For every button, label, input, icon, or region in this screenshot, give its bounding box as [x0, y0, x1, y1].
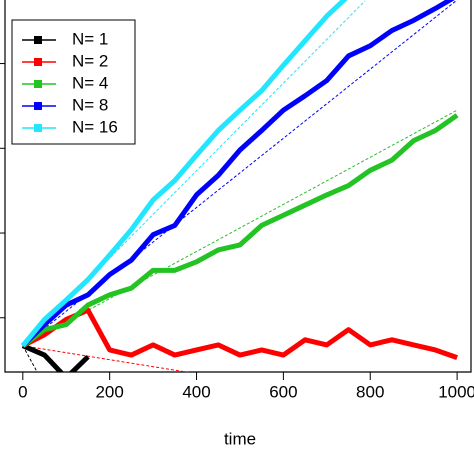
legend-marker — [34, 58, 42, 66]
legend-marker — [34, 80, 42, 88]
x-axis-label: time — [224, 429, 256, 448]
legend-label: N= 16 — [72, 117, 118, 136]
legend: N= 1 N= 2 N= 4 N= 8 N= 16 — [11, 19, 136, 145]
x-tick-label: 0 — [18, 382, 27, 401]
series-line — [21, 113, 459, 348]
legend-marker — [34, 36, 42, 44]
trend-line — [22, 345, 190, 372]
plot-area — [20, 0, 459, 372]
x-tick-label: 200 — [95, 382, 123, 401]
plot-frame — [4, 0, 472, 373]
x-tick-label: 800 — [356, 382, 384, 401]
legend-marker — [34, 102, 42, 110]
series-line — [21, 307, 458, 360]
series-line — [21, 0, 455, 348]
series-line — [20, 0, 348, 348]
x-tick-label: 400 — [182, 382, 210, 401]
trend-line — [22, 109, 458, 347]
legend-label: N= 4 — [72, 73, 108, 92]
x-tick-label: 600 — [269, 382, 297, 401]
legend-label: N= 8 — [72, 95, 108, 114]
legend-marker — [34, 124, 42, 132]
x-tick-label: 1000 — [438, 382, 474, 401]
legend-label: N= 1 — [72, 29, 108, 48]
series-line — [21, 343, 90, 372]
legend-label: N= 2 — [72, 51, 108, 70]
